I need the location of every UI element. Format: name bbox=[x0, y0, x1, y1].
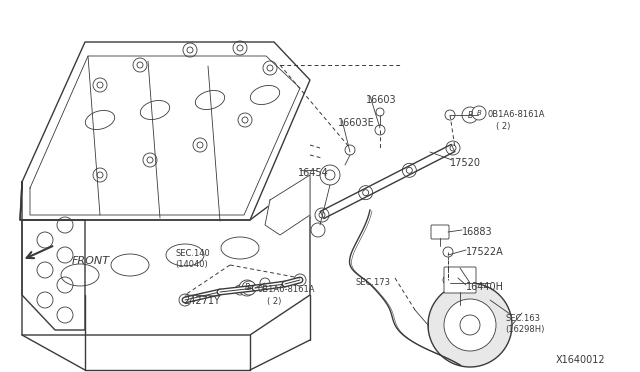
Circle shape bbox=[375, 125, 385, 135]
FancyBboxPatch shape bbox=[444, 267, 476, 293]
Text: (16298H): (16298H) bbox=[505, 325, 545, 334]
Polygon shape bbox=[20, 42, 310, 220]
Text: SEC.163: SEC.163 bbox=[505, 314, 540, 323]
Circle shape bbox=[320, 165, 340, 185]
Circle shape bbox=[235, 285, 245, 295]
Text: 17522A: 17522A bbox=[466, 247, 504, 257]
Text: 16883: 16883 bbox=[462, 227, 493, 237]
Polygon shape bbox=[22, 175, 310, 335]
Text: 16454: 16454 bbox=[298, 168, 329, 178]
Circle shape bbox=[443, 275, 453, 285]
Circle shape bbox=[311, 223, 325, 237]
Polygon shape bbox=[265, 175, 310, 235]
Text: 16440H: 16440H bbox=[466, 282, 504, 292]
Text: 16603: 16603 bbox=[366, 95, 397, 105]
Circle shape bbox=[345, 145, 355, 155]
Circle shape bbox=[446, 141, 460, 155]
Circle shape bbox=[315, 208, 329, 222]
Text: B: B bbox=[244, 283, 250, 292]
Text: 0B1A6-8161A: 0B1A6-8161A bbox=[487, 110, 545, 119]
Text: 24271Y: 24271Y bbox=[183, 296, 220, 306]
Text: ( 2): ( 2) bbox=[496, 122, 510, 131]
Circle shape bbox=[472, 106, 486, 120]
Circle shape bbox=[428, 283, 512, 367]
Circle shape bbox=[358, 186, 372, 200]
Text: SEC.140: SEC.140 bbox=[175, 249, 210, 258]
Circle shape bbox=[260, 278, 270, 288]
Circle shape bbox=[239, 280, 255, 296]
FancyBboxPatch shape bbox=[431, 225, 449, 239]
Text: 17520: 17520 bbox=[450, 158, 481, 168]
Text: X1640012: X1640012 bbox=[556, 355, 605, 365]
Text: ( 2): ( 2) bbox=[267, 297, 282, 306]
Circle shape bbox=[179, 294, 191, 306]
Circle shape bbox=[376, 108, 384, 116]
Text: B: B bbox=[246, 285, 252, 291]
Text: (14040): (14040) bbox=[175, 260, 208, 269]
Circle shape bbox=[242, 281, 256, 295]
Text: 0B1A6-8161A: 0B1A6-8161A bbox=[258, 285, 316, 294]
Circle shape bbox=[462, 107, 478, 123]
Text: B: B bbox=[467, 110, 472, 119]
Circle shape bbox=[443, 247, 453, 257]
Text: SEC.173: SEC.173 bbox=[355, 278, 390, 287]
Circle shape bbox=[445, 110, 455, 120]
Text: 16603E: 16603E bbox=[338, 118, 375, 128]
Circle shape bbox=[294, 274, 306, 286]
Text: B: B bbox=[477, 110, 481, 116]
Polygon shape bbox=[20, 182, 85, 330]
Text: FRONT: FRONT bbox=[72, 256, 110, 266]
Circle shape bbox=[444, 299, 496, 351]
Circle shape bbox=[403, 163, 417, 177]
